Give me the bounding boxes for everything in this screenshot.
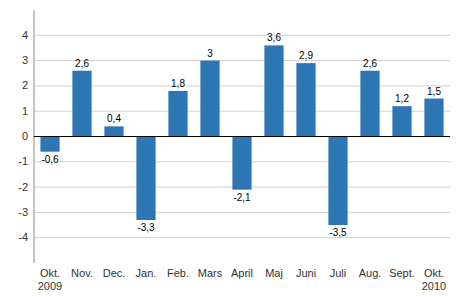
grid — [34, 35, 450, 237]
y-tick-label: -4 — [18, 231, 28, 243]
bar — [200, 61, 219, 137]
grid-line — [34, 212, 450, 213]
data-labels: -0,6 2,6 0,4 -3,3 1,8 3 -2,1 3,6 2,9 -3,5 2,6 1,2 1,… — [41, 32, 441, 238]
grid-line — [34, 60, 450, 61]
bar — [328, 137, 347, 226]
y-tick-label: 4 — [22, 29, 28, 41]
chart-container: -4 -3 -2 -1 0 1 2 3 4 -0,6 2,6 0,4 -3,3 1,8 3 -2,1 3,6 2,… — [0, 0, 458, 297]
bar — [136, 137, 155, 220]
x-tick-label: Mars — [198, 267, 223, 279]
data-label: 2,9 — [299, 50, 313, 61]
y-tick-label: 2 — [22, 79, 28, 91]
bar — [424, 99, 443, 137]
data-label: -0,6 — [41, 154, 59, 165]
zero-line — [34, 136, 450, 137]
x-tick-label: Jan. — [136, 267, 157, 279]
y-tick-label: -1 — [18, 155, 28, 167]
grid-line — [34, 237, 450, 238]
x-tick-label: Maj — [265, 267, 283, 279]
data-label: 3,6 — [267, 32, 281, 43]
grid-line — [34, 111, 450, 112]
data-label: 0,4 — [107, 113, 121, 124]
y-tick-label: 1 — [22, 105, 28, 117]
data-label: 3 — [207, 48, 213, 59]
bar — [296, 63, 315, 136]
x-tick-label: Okt.2009 — [38, 267, 62, 292]
grid-line — [34, 35, 450, 36]
data-label: 1,2 — [395, 93, 409, 104]
y-tick-label: -2 — [18, 181, 28, 193]
x-tick-label: Feb. — [167, 267, 189, 279]
x-ticks: Okt.2009 Nov. Dec. Jan. Feb. Mars April Maj Juni… — [38, 267, 446, 292]
y-tick-label: 0 — [22, 130, 28, 142]
bar — [232, 137, 251, 190]
x-tick-label: Okt.2010 — [422, 267, 446, 292]
bars — [40, 45, 443, 225]
x-tick-label: Sept. — [389, 267, 415, 279]
zero-line — [34, 136, 450, 137]
x-tick-label: Aug. — [359, 267, 382, 279]
bar — [40, 137, 59, 152]
y-ticks: -4 -3 -2 -1 0 1 2 3 4 — [18, 29, 28, 243]
x-tick-label: April — [231, 267, 253, 279]
bar — [168, 91, 187, 137]
data-label: 2,6 — [363, 58, 377, 69]
x-tick-label: Juli — [330, 267, 347, 279]
data-label: 1,8 — [171, 78, 185, 89]
data-label: -3,3 — [137, 222, 155, 233]
data-label: 2,6 — [75, 58, 89, 69]
bar — [264, 45, 283, 136]
bar — [360, 71, 379, 137]
bar — [72, 71, 91, 137]
chart: -4 -3 -2 -1 0 1 2 3 4 -0,6 2,6 0,4 -3,3 1,8 3 -2,1 3,6 2,… — [0, 0, 458, 297]
bar — [104, 126, 123, 136]
x-tick-label: Juni — [296, 267, 316, 279]
data-label: -3,5 — [329, 227, 347, 238]
x-tick-label: Nov. — [71, 267, 93, 279]
y-tick-label: 3 — [22, 54, 28, 66]
data-label: -2,1 — [233, 192, 251, 203]
y-tick-label: -3 — [18, 206, 28, 218]
x-tick-label: Dec. — [103, 267, 126, 279]
bar — [392, 106, 411, 136]
grid-line — [34, 85, 450, 86]
data-label: 1,5 — [427, 86, 441, 97]
